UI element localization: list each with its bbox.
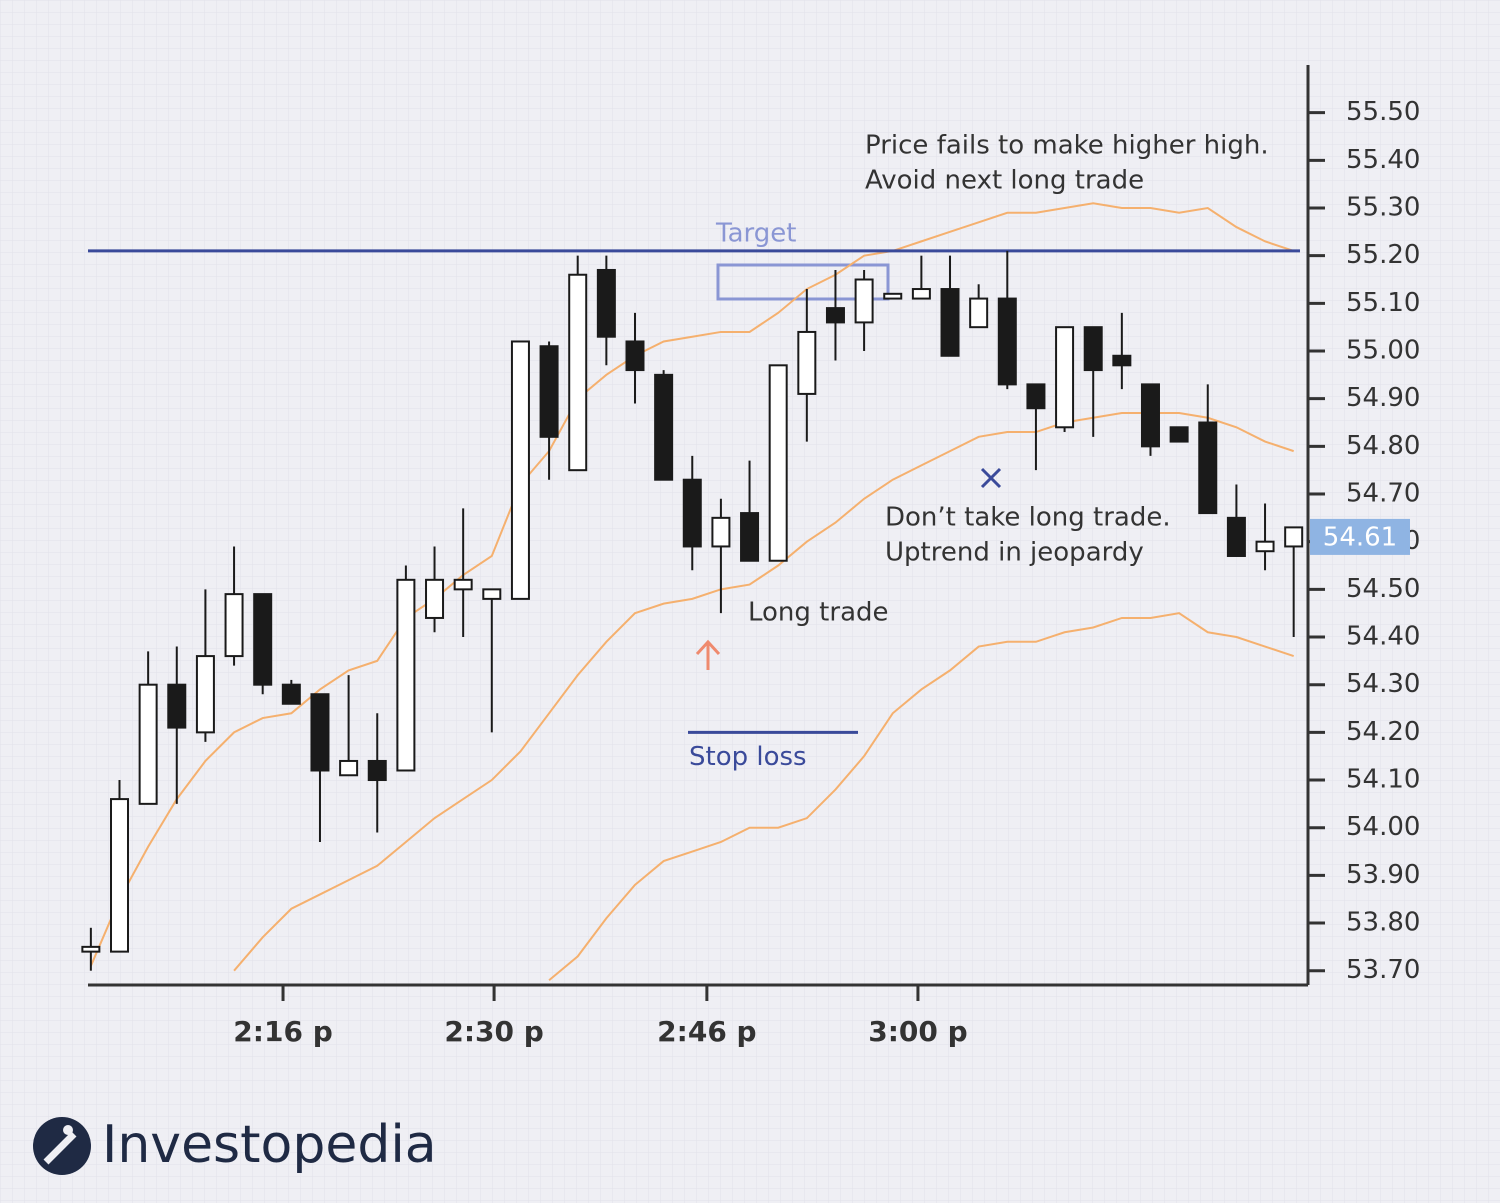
candle-body <box>1026 383 1046 410</box>
y-tick-label: 54.50 <box>1346 574 1420 604</box>
y-tick-label: 55.40 <box>1346 145 1420 175</box>
candle-body <box>281 683 301 705</box>
candle-body <box>1055 326 1075 429</box>
target-box <box>716 263 890 301</box>
candle-body <box>625 340 645 372</box>
candle-body <box>1140 383 1160 448</box>
candle-body <box>138 683 158 805</box>
candle-body <box>797 330 817 395</box>
band-line <box>89 202 1294 967</box>
x-tick-label: 3:00 p <box>868 1015 967 1048</box>
band-line <box>548 612 1294 982</box>
y-tick-label: 54.30 <box>1346 669 1420 699</box>
x-tick-label: 2:30 p <box>444 1015 543 1048</box>
candle-body <box>81 945 101 953</box>
candle-body <box>1226 516 1246 557</box>
y-tick-label: 54.20 <box>1346 717 1420 747</box>
candle-body <box>854 278 874 324</box>
x-mark <box>980 467 1002 489</box>
candle-body <box>425 578 445 619</box>
y-tick-label: 54.00 <box>1346 812 1420 842</box>
logo: Investopedia <box>33 1115 437 1175</box>
y-tick-label: 55.00 <box>1346 336 1420 366</box>
candle-body <box>1083 326 1103 372</box>
y-tick-label: 55.30 <box>1346 193 1420 223</box>
candle-body <box>1169 426 1189 443</box>
last-price-label: 54.61 <box>1323 522 1397 552</box>
y-tick-label: 55.10 <box>1346 288 1420 318</box>
candle-body <box>740 512 760 562</box>
candle-body <box>940 288 960 357</box>
logo-text: Investopedia <box>102 1115 437 1175</box>
candle-body <box>654 373 674 481</box>
x-tick-label: 2:46 p <box>657 1015 756 1048</box>
annotation: Long trade <box>748 598 889 628</box>
y-tick-label: 53.90 <box>1346 860 1420 890</box>
stop-loss-label: Stop loss <box>689 742 807 772</box>
candle-body <box>195 655 215 734</box>
candle-body <box>596 268 616 338</box>
y-tick-label: 53.70 <box>1346 955 1420 985</box>
candle-body <box>367 759 387 782</box>
y-tick-label: 53.80 <box>1346 908 1420 938</box>
candle-body <box>825 307 845 324</box>
candle-body <box>396 578 416 772</box>
y-tick-label: 54.80 <box>1346 431 1420 461</box>
candle-body <box>167 683 187 729</box>
candle-body <box>1112 354 1132 367</box>
candle-body <box>510 340 530 600</box>
entry-arrow <box>695 639 721 670</box>
annotation: Don’t take long trade. <box>885 503 1171 533</box>
candle-body <box>482 588 502 600</box>
y-tick-label: 55.50 <box>1346 97 1420 127</box>
candle-body <box>711 516 731 548</box>
annotation: Avoid next long trade <box>865 166 1144 196</box>
y-tick-label: 54.70 <box>1346 479 1420 509</box>
candle-body <box>224 593 244 658</box>
candle-body <box>1284 526 1304 548</box>
candle-body <box>253 593 273 686</box>
y-tick-label: 54.90 <box>1346 383 1420 413</box>
x-tick-label: 2:16 p <box>233 1015 332 1048</box>
candle-body <box>883 292 903 300</box>
annotation: Uptrend in jeopardy <box>885 538 1144 568</box>
annotation: Price fails to make higher high. <box>865 131 1269 161</box>
candle-body <box>339 759 359 777</box>
y-tick-label: 54.10 <box>1346 765 1420 795</box>
y-tick-label: 55.20 <box>1346 240 1420 270</box>
last-price-badge <box>1310 518 1410 555</box>
candle-body <box>911 288 931 300</box>
candle-body <box>768 364 788 562</box>
candle-body <box>969 297 989 329</box>
candle-body <box>310 693 330 772</box>
candle-body <box>682 478 702 548</box>
candle-body <box>997 297 1017 386</box>
y-tick-label: 54.40 <box>1346 622 1420 652</box>
candle-body <box>1255 540 1275 553</box>
candle-body <box>568 273 588 472</box>
candle-body <box>453 578 473 591</box>
logo-icon-stroke <box>43 1131 77 1165</box>
candle-body <box>1198 421 1218 515</box>
band-line <box>233 411 1294 972</box>
candle-body <box>539 345 559 438</box>
candle-body <box>110 798 130 953</box>
logo-icon-dot <box>63 1125 73 1135</box>
target-label: Target <box>715 218 796 248</box>
